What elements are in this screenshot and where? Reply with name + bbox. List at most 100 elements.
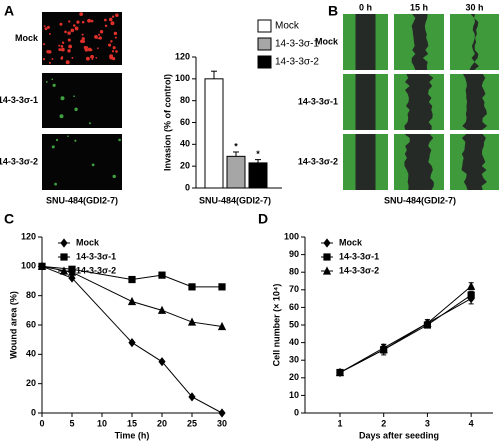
bar bbox=[248, 162, 268, 189]
cell-spot bbox=[115, 50, 118, 53]
x-tick-label: 5 bbox=[69, 418, 74, 428]
cell-spot bbox=[111, 56, 116, 61]
x-tick-label: 4 bbox=[469, 418, 474, 428]
cell-spot bbox=[48, 32, 51, 35]
y-tick-label: 10 bbox=[289, 390, 299, 400]
x-tick-label: 3 bbox=[425, 418, 430, 428]
cell-spot bbox=[97, 37, 100, 40]
cell-spot bbox=[71, 56, 74, 59]
cell-spot bbox=[52, 83, 56, 87]
cell-spot bbox=[55, 138, 59, 142]
cell-spot bbox=[58, 44, 61, 47]
cell-spot bbox=[111, 50, 115, 53]
data-point bbox=[127, 296, 137, 306]
cell-spot bbox=[59, 22, 63, 26]
cell-spot bbox=[60, 96, 65, 101]
y-tick-label: 40 bbox=[289, 337, 299, 347]
data-point bbox=[128, 275, 136, 284]
cell-spot bbox=[111, 15, 115, 18]
bar bbox=[204, 78, 224, 189]
data-point bbox=[423, 318, 432, 327]
microscopy-image bbox=[42, 134, 122, 190]
cell-spot bbox=[115, 13, 119, 17]
y-tick-label: 20 bbox=[26, 378, 36, 388]
cell-spot bbox=[88, 122, 92, 125]
data-point bbox=[218, 283, 226, 291]
cell-spot bbox=[58, 48, 61, 51]
cell-spot bbox=[91, 58, 94, 61]
data-point bbox=[188, 283, 196, 291]
legend-marker bbox=[323, 238, 331, 248]
y-tick-label: 0 bbox=[31, 407, 36, 417]
legend-swatch bbox=[257, 19, 272, 33]
cell-spot bbox=[42, 57, 46, 61]
wound-gap bbox=[461, 134, 487, 190]
data-point bbox=[158, 357, 166, 367]
cell-spot bbox=[110, 21, 115, 26]
panel-label: A bbox=[4, 3, 14, 19]
cell-spot bbox=[72, 24, 76, 27]
cell-spot bbox=[44, 27, 48, 31]
cell-spot bbox=[51, 58, 54, 60]
data-point bbox=[68, 273, 76, 283]
cell-spot bbox=[68, 20, 71, 23]
y-tick-label: 100 bbox=[284, 231, 299, 241]
cell-spot bbox=[70, 28, 75, 33]
y-tick-label: 120 bbox=[21, 231, 36, 241]
legend-label: Mock bbox=[76, 237, 100, 247]
cell-spot bbox=[112, 46, 116, 50]
y-tick-label: 80 bbox=[26, 290, 36, 300]
caption: SNU-484(GDI2-7) bbox=[46, 195, 118, 205]
cell-spot bbox=[46, 25, 50, 29]
wound-gap bbox=[404, 74, 434, 130]
cell-spot bbox=[98, 33, 101, 36]
legend-label: 14-3-3σ-2 bbox=[76, 265, 116, 275]
cell-spot bbox=[73, 95, 76, 98]
legend-marker bbox=[60, 253, 68, 261]
cell-spot bbox=[113, 31, 118, 36]
cell-spot bbox=[74, 139, 77, 142]
cell-spot bbox=[85, 46, 89, 49]
cell-spot bbox=[64, 30, 67, 34]
panel-label: C bbox=[4, 211, 14, 227]
y-tick-label: 100 bbox=[21, 261, 36, 271]
caption: SNU-484(GDI2-7) bbox=[384, 195, 456, 205]
significance-mark: * bbox=[234, 141, 238, 151]
legend-marker bbox=[60, 238, 68, 248]
cell-spot bbox=[68, 44, 73, 49]
row-label: 14-3-3σ-2 bbox=[0, 156, 38, 166]
cell-spot bbox=[54, 182, 57, 186]
cell-spot bbox=[98, 36, 102, 40]
cell-spot bbox=[61, 56, 64, 59]
cell-spot bbox=[43, 25, 46, 28]
y-tick-label: 100 bbox=[175, 73, 190, 83]
y-tick-label: 20 bbox=[180, 161, 190, 171]
x-axis-label: Days after seeding bbox=[359, 430, 439, 440]
cell-spot bbox=[81, 20, 85, 24]
series-line bbox=[339, 298, 472, 373]
x-tick-label: 1 bbox=[337, 418, 342, 428]
legend-label: Mock bbox=[339, 237, 363, 247]
data-point bbox=[467, 281, 476, 290]
cell-spot bbox=[47, 50, 52, 54]
panel-label: B bbox=[328, 3, 338, 19]
y-axis-label: Cell number (× 10⁴) bbox=[271, 284, 281, 367]
cell-spot bbox=[45, 81, 48, 83]
cell-spot bbox=[61, 41, 65, 44]
legend-marker bbox=[59, 266, 69, 275]
cell-spot bbox=[51, 145, 55, 149]
data-point bbox=[467, 291, 475, 299]
cell-spot bbox=[104, 24, 108, 28]
data-point bbox=[158, 271, 166, 279]
wound-gap bbox=[469, 14, 480, 70]
row-label: 14-3-3σ-2 bbox=[298, 156, 338, 166]
cell-spot bbox=[81, 33, 84, 36]
data-point bbox=[37, 261, 47, 270]
cell-spot bbox=[85, 56, 90, 61]
y-tick-label: 120 bbox=[175, 51, 190, 61]
wound-gap bbox=[355, 14, 376, 70]
cell-spot bbox=[74, 26, 79, 31]
cell-spot bbox=[81, 37, 85, 41]
cell-spot bbox=[65, 60, 70, 65]
cell-spot bbox=[96, 47, 99, 50]
